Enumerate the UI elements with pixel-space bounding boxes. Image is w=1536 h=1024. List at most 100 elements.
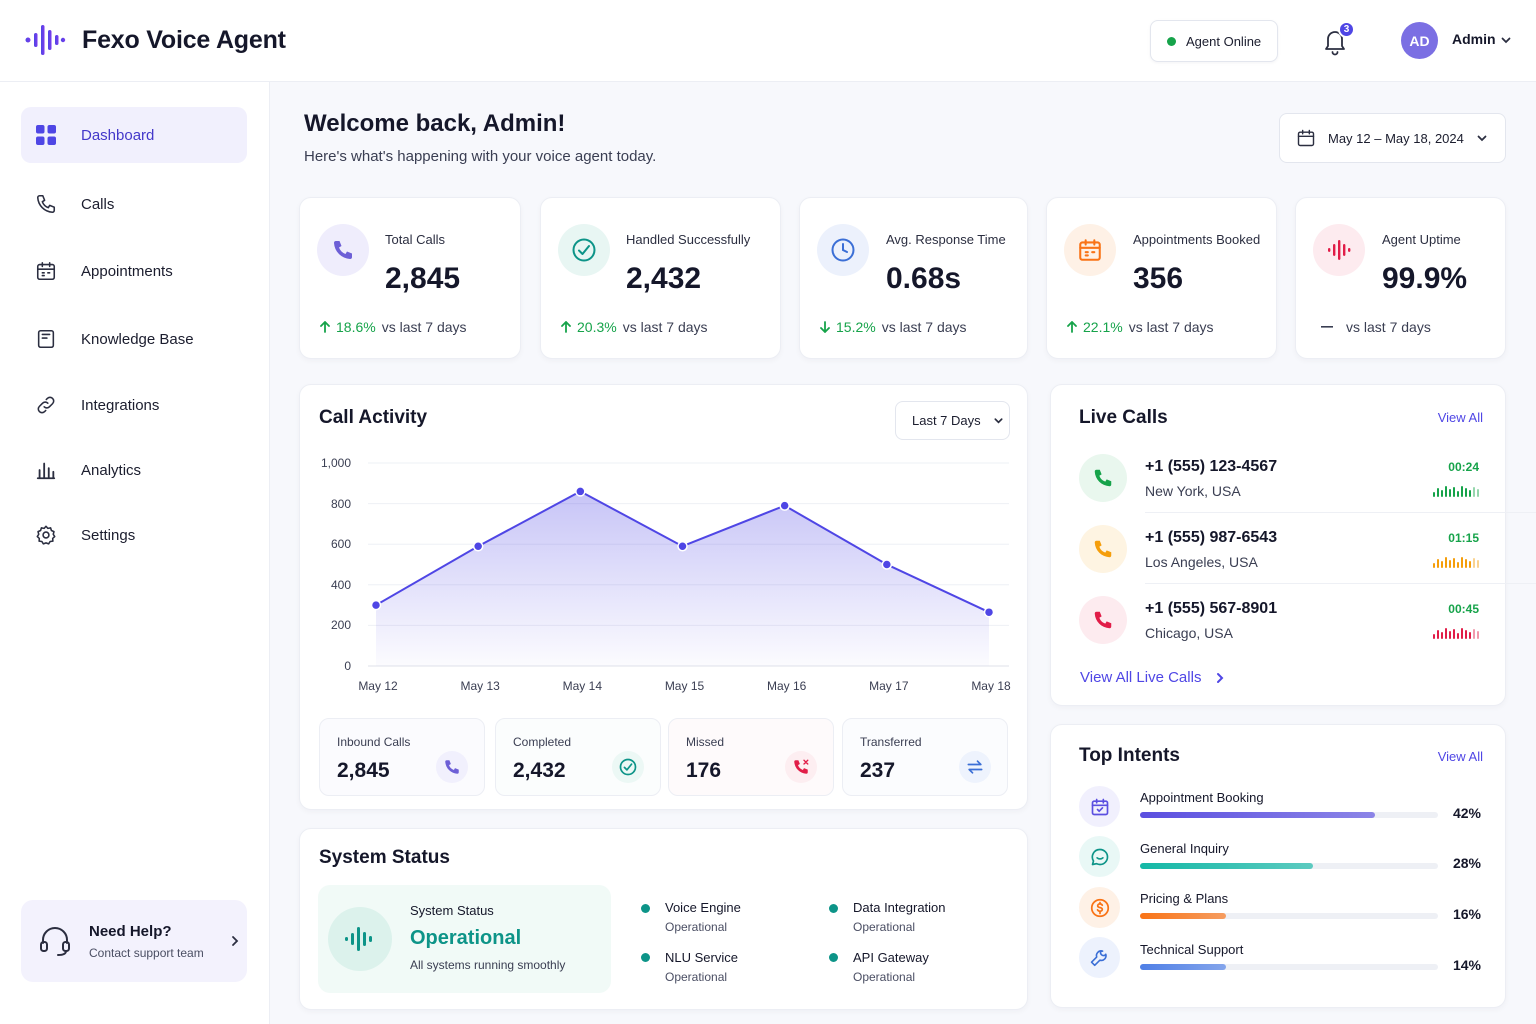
data-point[interactable] [677,540,688,552]
sidebar-item-calls[interactable]: Calls [21,176,247,232]
trend-value: 18.6% [336,319,376,335]
x-tick-label: May 16 [766,679,807,693]
call-duration: 00:45 [1448,602,1479,616]
range-selector[interactable]: Last 7 Days [895,401,1010,440]
phone-icon [436,751,468,783]
call-activity-card: Call Activity Last 7 Days 1,000 800 600 400… [299,384,1028,810]
audio-bar [1473,487,1475,497]
stat-card-total-calls[interactable]: Total Calls 2,845 18.6% vs last 7 days [299,197,521,359]
arrow-down-icon [820,321,830,333]
stat-trend: 22.1% vs last 7 days [1067,319,1214,335]
summary-label: Inbound Calls [337,735,411,749]
stat-trend: 20.3% vs last 7 days [561,319,708,335]
stat-card-avg-response-time[interactable]: Avg. Response Time 0.68s 15.2% vs last 7… [799,197,1028,359]
audio-bar [1465,488,1467,497]
data-point[interactable] [575,486,586,497]
chevron-down-icon[interactable] [1500,34,1512,46]
stat-card-appointments-booked[interactable]: Appointments Booked 356 22.1% vs last 7 … [1046,197,1277,359]
dash-icon [1321,326,1333,328]
help-card[interactable]: Need Help? Contact support team [21,900,247,982]
data-point[interactable] [370,599,382,611]
data-point[interactable] [779,500,790,511]
audio-bar [1469,490,1471,497]
caller-number[interactable]: +1 (555) 567-8901 [1145,600,1278,617]
stat-trend: vs last 7 days [1320,319,1431,335]
sidebar-item-label: Integrations [81,396,160,414]
calendar-icon [1297,129,1315,147]
trend-suffix: vs last 7 days [622,319,708,335]
transfer-icon [959,751,991,783]
audio-bar [1473,629,1475,639]
caller-location: Chicago, USA [1145,625,1233,641]
audio-bar [1457,491,1459,497]
clock-icon [817,224,869,276]
summary-completed[interactable]: Completed 2,432 [495,718,661,796]
audio-bar [1465,559,1467,568]
summary-label: Transferred [860,735,922,749]
sidebar-item-analytics[interactable]: Analytics [21,442,247,498]
sidebar-item-appointments[interactable]: Appointments [21,243,247,299]
data-point[interactable] [881,559,893,570]
service-status: Operational [853,970,916,984]
summary-missed[interactable]: Missed 176 [668,718,834,796]
sidebar-item-integrations[interactable]: Integrations [21,377,247,433]
y-tick-label: 400 [330,577,351,592]
phone-icon [36,194,56,214]
stat-value: 99.9% [1382,262,1468,295]
bar-chart-icon [36,462,56,480]
x-tick-label: May 18 [971,679,1011,693]
date-range-picker[interactable]: May 12 – May 18, 2024 [1279,113,1506,163]
headset-icon [40,927,70,956]
system-status-card: System Status System Status Operational … [299,828,1028,1010]
brand[interactable]: Fexo Voice Agent [24,22,286,58]
intent-name: Pricing & Plans [1140,891,1229,906]
sidebar-item-label: Settings [81,526,136,544]
view-all-link[interactable]: View All [1437,410,1483,425]
view-all-link[interactable]: View All [1437,749,1483,764]
audio-level-icon [1433,485,1482,497]
stat-label: Appointments Booked [1133,232,1261,247]
section-title: Call Activity [319,407,428,428]
x-tick-label: May 17 [869,679,909,693]
view-all-live-calls-link[interactable]: View All Live Calls [1080,669,1225,686]
summary-transferred[interactable]: Transferred 237 [842,718,1008,796]
audio-bar [1437,488,1439,497]
data-point[interactable] [983,606,995,618]
summary-inbound-calls[interactable]: Inbound Calls 2,845 [319,718,485,796]
arrow-up-icon [1067,321,1077,333]
help-title: Need Help? [89,922,172,940]
y-tick-label: 1,000 [320,456,351,470]
live-calls-card: Live Calls View All +1 (555) 123-4567 Ne… [1050,384,1536,706]
sidebar-item-label: Knowledge Base [81,330,194,348]
audio-bar [1469,632,1471,639]
page-subtitle: Here's what's happening with your voice … [304,148,657,165]
audio-bar [1453,487,1455,497]
audio-bar [1461,486,1463,497]
waveform-icon [1313,224,1365,276]
audio-bar [1457,562,1459,568]
caller-number[interactable]: +1 (555) 987-6543 [1145,529,1278,546]
stat-value: 2,432 [626,262,702,295]
stat-card-agent-uptime[interactable]: Agent Uptime 99.9% vs last 7 days [1295,197,1506,359]
avatar[interactable]: AD [1401,22,1438,59]
check-circle-icon [558,224,610,276]
agent-status-button[interactable]: Agent Online [1150,20,1278,62]
service-name: API Gateway [853,950,929,965]
intent-name: Appointment Booking [1140,790,1264,805]
phone-icon [317,224,369,276]
user-menu-label[interactable]: Admin [1452,31,1496,47]
data-point[interactable] [472,540,484,552]
link-label: View All Live Calls [1080,669,1202,686]
dollar-icon [1079,887,1120,928]
x-tick-label: May 15 [664,679,705,693]
stat-card-handled-successfully[interactable]: Handled Successfully 2,432 20.3% vs last… [540,197,781,359]
sidebar-item-knowledge-base[interactable]: Knowledge Base [21,311,247,367]
audio-bar [1465,630,1467,639]
chevron-right-icon [1217,672,1224,683]
sidebar-item-dashboard[interactable]: Dashboard [21,107,247,163]
summary-value: 176 [686,759,722,782]
caller-number[interactable]: +1 (555) 123-4567 [1145,458,1278,475]
audio-level-icon [1433,556,1482,568]
chevron-down-icon [1477,135,1487,142]
sidebar-item-settings[interactable]: Settings [21,507,247,563]
